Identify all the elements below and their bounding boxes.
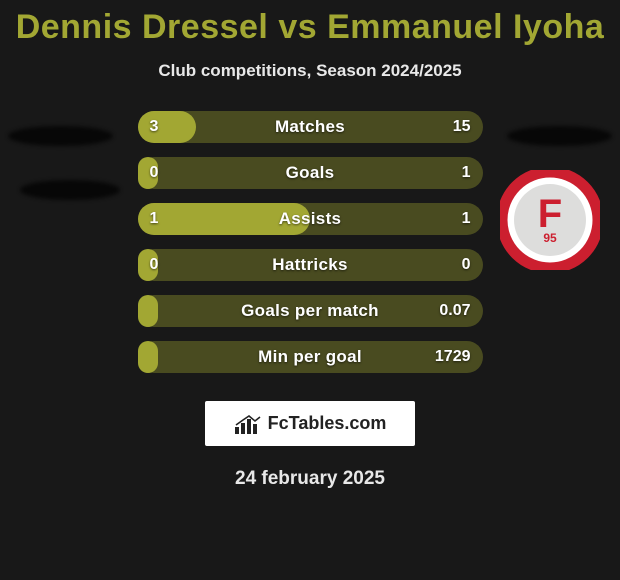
left-silhouette-shadow (20, 180, 120, 200)
right-club-badge: F 95 (500, 170, 600, 270)
right-value: 0.07 (439, 295, 470, 327)
brand-badge: FcTables.com (205, 401, 415, 446)
right-value: 1729 (435, 341, 471, 373)
left-silhouette-shadow (8, 126, 113, 146)
stat-label: Matches (138, 111, 483, 143)
right-value: 1 (462, 157, 471, 189)
comparison-area: F 95 3Matches150Goals11Assists10Hattrick… (0, 111, 620, 373)
stat-bars: 3Matches150Goals11Assists10Hattricks0Goa… (138, 111, 483, 373)
svg-text:95: 95 (543, 231, 557, 245)
stat-row-assists: 1Assists1 (138, 203, 483, 235)
right-silhouette-shadow (507, 126, 612, 146)
stat-row-goals-per-match: Goals per match0.07 (138, 295, 483, 327)
right-value: 15 (453, 111, 471, 143)
subtitle: Club competitions, Season 2024/2025 (0, 61, 620, 81)
right-value: 0 (462, 249, 471, 281)
right-value: 1 (462, 203, 471, 235)
svg-text:F: F (538, 192, 562, 236)
page-title: Dennis Dressel vs Emmanuel Iyoha (0, 0, 620, 47)
stat-row-hattricks: 0Hattricks0 (138, 249, 483, 281)
stat-row-goals: 0Goals1 (138, 157, 483, 189)
stat-label: Goals per match (138, 295, 483, 327)
brand-text-prefix: Fc (268, 413, 289, 433)
brand-chart-icon (234, 413, 262, 435)
stat-label: Goals (138, 157, 483, 189)
stat-label: Min per goal (138, 341, 483, 373)
stat-label: Hattricks (138, 249, 483, 281)
stat-row-min-per-goal: Min per goal1729 (138, 341, 483, 373)
brand-text-suffix: Tables.com (289, 413, 387, 433)
stat-row-matches: 3Matches15 (138, 111, 483, 143)
stat-label: Assists (138, 203, 483, 235)
date-text: 24 february 2025 (0, 468, 620, 490)
brand-text: FcTables.com (268, 413, 387, 434)
